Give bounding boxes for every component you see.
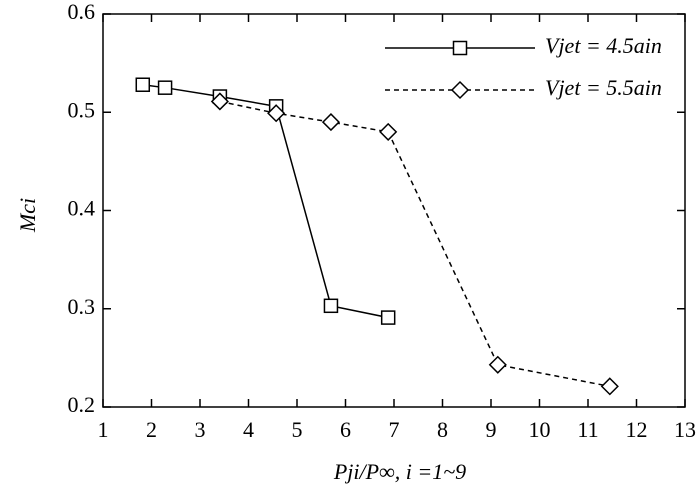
diamond-marker (600, 377, 619, 396)
y-tick-label: 0.4 (68, 196, 96, 221)
square-marker (380, 310, 396, 325)
x-tick-label: 12 (626, 417, 648, 442)
legend-label: Vjet = 4.5ain (545, 33, 662, 58)
y-tick-label: 0.5 (68, 97, 96, 122)
x-axis-label: Pji/P∞, i =1~9 (333, 459, 466, 484)
x-tick-label: 8 (437, 417, 448, 442)
legend-label: Vjet = 5.5ain (545, 75, 662, 100)
square-marker (452, 40, 468, 56)
x-tick-label: 10 (529, 417, 551, 442)
plot-frame (102, 13, 686, 408)
x-tick-label: 2 (146, 417, 157, 442)
series-line (219, 100, 610, 388)
series-line (142, 83, 389, 319)
y-tick-label: 0.2 (68, 392, 96, 417)
x-tick-label: 11 (577, 417, 598, 442)
y-tick-label: 0.3 (68, 294, 96, 319)
diamond-marker (321, 113, 341, 132)
x-tick-label: 3 (195, 417, 206, 442)
x-tick-label: 4 (243, 417, 254, 442)
y-tick-label: 0.6 (68, 0, 96, 24)
y-axis-label: Mci (15, 198, 40, 233)
x-tick-label: 9 (486, 417, 497, 442)
x-tick-label: 5 (292, 417, 303, 442)
x-tick-label: 7 (389, 417, 400, 442)
diamond-marker (488, 355, 507, 374)
square-marker (157, 80, 173, 95)
square-marker (135, 77, 151, 92)
x-tick-label: 1 (98, 417, 109, 442)
diamond-marker (210, 92, 229, 111)
diamond-marker (379, 122, 398, 141)
x-tick-label: 13 (674, 417, 696, 442)
square-marker (323, 298, 339, 314)
diamond-marker (267, 104, 286, 123)
diamond-marker (450, 80, 470, 100)
x-tick-label: 6 (340, 417, 351, 442)
